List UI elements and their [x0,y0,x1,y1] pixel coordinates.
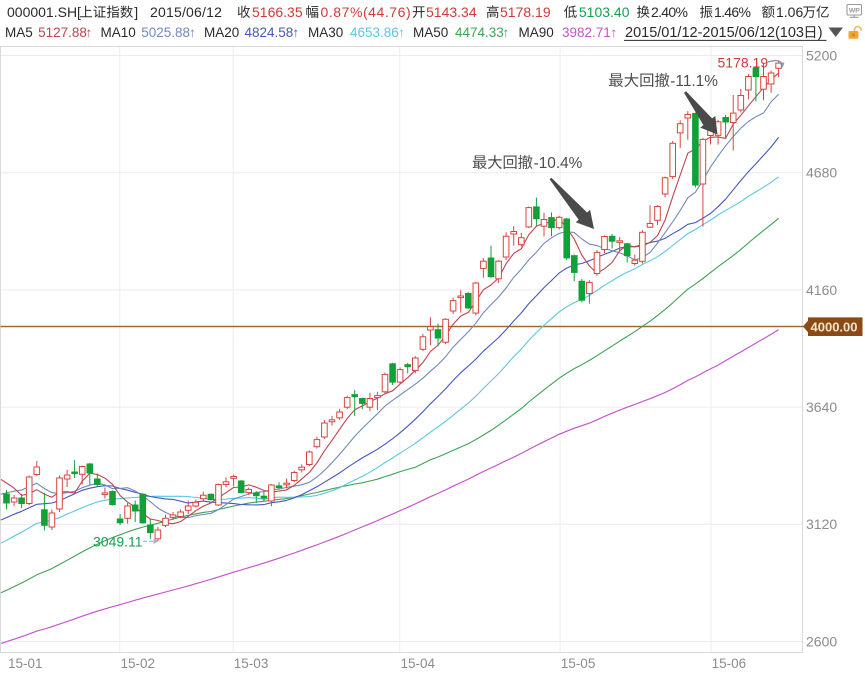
svg-text:5200: 5200 [806,47,837,63]
svg-text:4160: 4160 [806,282,837,298]
svg-text:WP: WP [849,8,860,15]
svg-text:4474.33: 4474.33 [455,25,504,40]
svg-text:2.40%: 2.40% [651,4,687,20]
svg-text:↑: ↑ [611,25,618,40]
svg-text:4000.00: 4000.00 [811,319,858,334]
svg-text:0.87%(44.76): 0.87%(44.76) [321,4,412,20]
svg-text:↑: ↑ [189,25,196,40]
svg-text:3982.71: 3982.71 [562,25,611,40]
svg-text:3049.11: 3049.11 [93,534,143,550]
svg-text:↑: ↑ [398,25,405,40]
svg-text:↑: ↑ [86,25,93,40]
svg-text:5103.40: 5103.40 [579,4,630,20]
svg-text:MA30: MA30 [308,25,343,40]
svg-text:3120: 3120 [806,516,837,532]
svg-text:15-06: 15-06 [712,656,747,671]
svg-text:2015/06/12: 2015/06/12 [150,4,222,20]
svg-text:1.46%: 1.46% [714,4,750,20]
svg-text:4653.86: 4653.86 [350,25,399,40]
svg-text:1.06: 1.06 [776,4,803,20]
svg-text:5166.35: 5166.35 [252,4,303,20]
svg-text:5178.19: 5178.19 [500,4,551,20]
svg-text:]: ] [134,4,138,20]
svg-text:5127.88: 5127.88 [38,25,87,40]
svg-text:2015/01/12-2015/06/12(103: 2015/01/12-2015/06/12(103 [625,25,804,41]
svg-text:15-03: 15-03 [234,656,269,671]
svg-text:15-02: 15-02 [121,656,156,671]
svg-text:MA90: MA90 [519,25,554,40]
svg-text:MA20: MA20 [204,25,239,40]
svg-text:5143.34: 5143.34 [426,4,477,20]
svg-text:4824.58: 4824.58 [245,25,294,40]
svg-text:15-05: 15-05 [561,656,596,671]
svg-text:-10.4%: -10.4% [534,155,583,172]
svg-text:MA50: MA50 [413,25,448,40]
svg-text:15-04: 15-04 [401,656,436,671]
svg-text:-11.1%: -11.1% [670,73,718,90]
svg-text:2600: 2600 [806,633,837,649]
svg-text:↑: ↑ [293,25,300,40]
svg-text:000001.SH[: 000001.SH[ [7,4,81,20]
svg-text:): ) [818,25,823,41]
svg-text:3640: 3640 [806,399,837,415]
svg-text:MA5: MA5 [5,25,33,40]
svg-text:5025.88: 5025.88 [141,25,190,40]
svg-text:4680: 4680 [806,165,837,181]
svg-text:5178.19: 5178.19 [718,54,769,70]
svg-text:MA10: MA10 [101,25,136,40]
svg-text:↑: ↑ [503,25,510,40]
svg-text:15-01: 15-01 [8,656,43,671]
